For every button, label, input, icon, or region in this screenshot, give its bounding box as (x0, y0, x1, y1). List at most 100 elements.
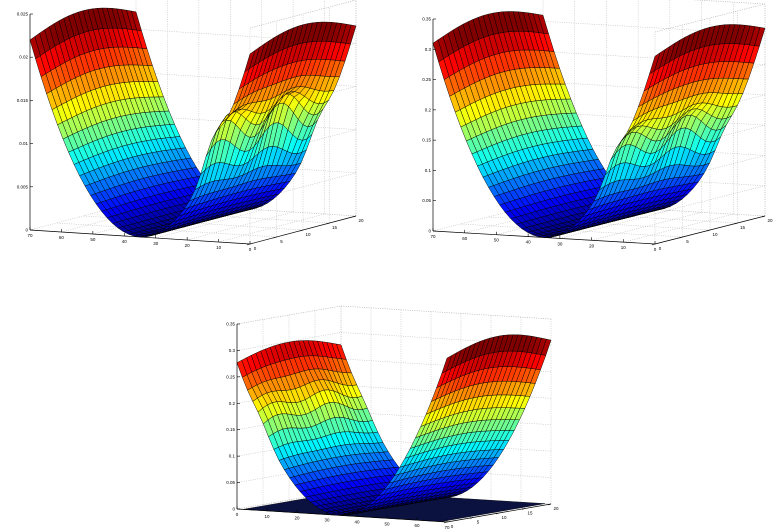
y-tick (651, 243, 656, 246)
x-axis (236, 508, 448, 523)
gridline-x-floor (591, 212, 702, 241)
z-tick-label: 0.02 (19, 55, 28, 60)
y-tick (273, 236, 277, 239)
z-tick-label: 0 (232, 507, 235, 512)
surface-patch (29, 36, 41, 60)
box-top-back (691, 0, 766, 5)
z-tick-label: 0 (428, 229, 431, 234)
x-tick-label: 50 (494, 238, 500, 243)
y-tick (469, 517, 474, 519)
x-tick-label: 60 (59, 235, 65, 240)
y-tick-label: 15 (332, 225, 338, 230)
surface (432, 11, 766, 238)
z-tick-label: 0.025 (17, 12, 29, 17)
y-tick-label: 15 (740, 225, 746, 230)
y-tick (547, 503, 552, 506)
y-tick-label: 5 (477, 520, 480, 525)
y-tick-label: 15 (527, 511, 533, 516)
y-tick (761, 215, 766, 218)
surface-plot-bottom-center: 00.050.10.150.20.250.30.350 10 20 30 40 50 60 7… (226, 305, 559, 531)
surface-patch (441, 355, 452, 374)
z-tick-label: 0.1 (425, 168, 432, 173)
surface-plot-top-left: 00.0050.010.0150.020.0250102030405060700… (17, 0, 364, 253)
z-tick-label: 0.15 (422, 138, 431, 143)
z-tick-label: 0.1 (229, 454, 236, 459)
z-tick-label: 0.25 (422, 77, 431, 82)
z-tick-label: 0.015 (17, 98, 29, 103)
z-tick-label: 0.01 (19, 141, 28, 146)
z-tick-label: 0.2 (425, 107, 432, 112)
z-tick-label: 0.25 (226, 374, 235, 379)
y-tick-label: 0 (451, 524, 454, 529)
x-tick-label: 20 (294, 516, 300, 521)
y-tick (521, 508, 526, 510)
x-tick-label: 0 (654, 247, 657, 252)
z-tick-label: 0.3 (425, 47, 432, 52)
z-tick-label: 0.05 (226, 480, 235, 485)
gridline-x-floor (623, 213, 734, 243)
x-tick-label: 40 (122, 239, 128, 244)
y-tick (706, 229, 711, 232)
surface (29, 7, 357, 238)
z-tick-label: 0 (25, 228, 28, 233)
axes: 00.0050.010.0150.020.0250102030405060700… (17, 12, 364, 253)
gridline-x-floor (218, 213, 325, 243)
x-tick-label: 70 (430, 234, 436, 239)
x-tick-label: 30 (153, 241, 159, 246)
y-tick (326, 222, 330, 225)
y-tick (443, 521, 448, 524)
y-tick-label: 10 (305, 232, 311, 237)
y-tick (679, 236, 683, 239)
y-tick-label: 20 (358, 218, 364, 223)
x-tick-label: 60 (414, 523, 420, 528)
x-tick-label: 0 (236, 512, 239, 517)
x-tick-label: 10 (264, 514, 270, 519)
y-tick-label: 20 (767, 218, 773, 223)
y-tick (352, 215, 357, 218)
gridline-z-back (340, 305, 552, 320)
x-tick-label: 60 (462, 236, 468, 241)
y-tick (734, 222, 738, 225)
axes: 00.050.10.150.20.250.30.3501020304050607… (422, 17, 773, 253)
y-tick-label: 0 (254, 246, 257, 251)
z-tick-label: 0.2 (229, 401, 236, 406)
x-axis (432, 230, 656, 245)
z-tick-label: 0.3 (229, 348, 236, 353)
x-tick-label: 20 (589, 243, 595, 248)
box-top-side (654, 3, 766, 33)
z-tick-label: 0.35 (422, 17, 431, 22)
box-top-back (340, 305, 552, 320)
box-top-side (236, 305, 342, 325)
gridline-z-side (236, 332, 342, 351)
y-tick (495, 512, 500, 515)
y-tick-label: 10 (501, 515, 507, 520)
x-tick-label: 70 (444, 525, 450, 530)
y-tick (246, 243, 251, 246)
z-tick-label: 0.35 (226, 322, 235, 327)
y-tick-label: 5 (686, 239, 689, 244)
surface (236, 334, 552, 516)
y-tick-label: 5 (280, 239, 283, 244)
x-tick-label: 50 (90, 237, 96, 242)
gridline-z-back (691, 0, 766, 5)
gridline-z-side (654, 185, 766, 214)
z-tick-label: 0.15 (226, 427, 235, 432)
y-tick-label: 10 (712, 232, 718, 237)
gridline-x-floor (559, 210, 670, 239)
x-axis (29, 229, 251, 245)
x-tick-label: 30 (557, 241, 563, 246)
surface-plot-top-right: 00.050.10.150.20.250.30.3501020304050607… (422, 0, 773, 253)
x-tick-label: 40 (526, 240, 532, 245)
x-tick-label: 40 (354, 519, 360, 524)
x-tick-label: 20 (185, 243, 191, 248)
y-tick-label: 20 (553, 506, 559, 511)
x-tick-label: 10 (621, 245, 627, 250)
x-tick-label: 0 (249, 247, 252, 252)
z-tick-label: 0.005 (17, 184, 29, 189)
y-tick-label: 0 (659, 246, 662, 251)
z-tick-label: 0.05 (422, 198, 431, 203)
x-tick-label: 70 (27, 233, 33, 238)
y-tick (299, 229, 304, 232)
